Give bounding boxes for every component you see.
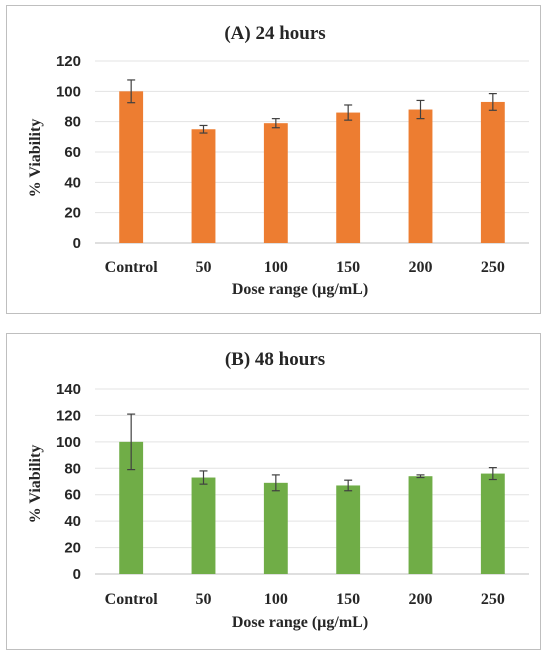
error-bar bbox=[127, 413, 136, 471]
bar bbox=[263, 123, 288, 243]
error-bar bbox=[199, 470, 208, 485]
error-bar bbox=[271, 474, 280, 492]
bar bbox=[191, 477, 216, 574]
x-tick-label: 100 bbox=[264, 591, 288, 608]
bar bbox=[191, 129, 216, 243]
x-tick-label: 50 bbox=[196, 591, 212, 608]
y-tick-label: 40 bbox=[64, 174, 81, 191]
chart-24h-svg: (A) 24 hours 0 20 40 60 80 100 120 Control 50 10… bbox=[27, 23, 529, 298]
chart-title: (A) 24 hours bbox=[224, 23, 325, 44]
y-tick-label: 60 bbox=[64, 144, 81, 161]
x-tick-labels: Control 50 100 150 200 250 bbox=[105, 591, 505, 608]
error-bar bbox=[416, 99, 425, 120]
error-bar bbox=[271, 118, 280, 129]
x-tick-label: 50 bbox=[196, 259, 212, 276]
x-tick-label: 250 bbox=[481, 591, 505, 608]
x-tick-label: 250 bbox=[481, 259, 505, 276]
bar bbox=[480, 473, 505, 574]
y-tick-label: 40 bbox=[64, 513, 81, 530]
x-axis-title: Dose range (µg/mL) bbox=[232, 614, 368, 631]
bars bbox=[119, 79, 505, 244]
y-tick-label: 20 bbox=[64, 205, 81, 222]
x-tick-label: 150 bbox=[336, 259, 360, 276]
error-bar bbox=[344, 104, 353, 121]
error-bar bbox=[199, 124, 208, 134]
y-tick-label: 0 bbox=[73, 235, 81, 252]
y-tick-label: 120 bbox=[56, 53, 81, 70]
x-tick-label: 200 bbox=[409, 591, 433, 608]
x-tick-label: 150 bbox=[336, 591, 360, 608]
y-tick-label: 80 bbox=[64, 114, 81, 131]
x-tick-label: 200 bbox=[409, 259, 433, 276]
gridlines bbox=[95, 388, 529, 575]
y-tick-label: 0 bbox=[73, 566, 81, 583]
bar bbox=[263, 482, 288, 574]
y-tick-labels: 0 20 40 60 80 100 120 140 bbox=[56, 381, 81, 583]
bars bbox=[119, 413, 505, 574]
chart-48h-svg: (B) 48 hours 0 20 40 60 80 100 120 140 Control 5… bbox=[27, 349, 529, 631]
y-tick-labels: 0 20 40 60 80 100 120 bbox=[56, 53, 81, 252]
error-bar bbox=[344, 479, 353, 492]
x-tick-label: Control bbox=[105, 591, 159, 608]
chart-panel-48h: (B) 48 hours 0 20 40 60 80 100 120 140 Control 5… bbox=[6, 333, 541, 650]
y-tick-label: 80 bbox=[64, 460, 81, 477]
y-tick-label: 20 bbox=[64, 540, 81, 557]
bar bbox=[119, 91, 144, 243]
y-tick-label: 120 bbox=[56, 407, 81, 424]
y-tick-label: 60 bbox=[64, 487, 81, 504]
x-axis-title: Dose range (µg/mL) bbox=[232, 281, 368, 298]
x-tick-labels: Control 50 100 150 200 250 bbox=[105, 259, 505, 276]
chart-panel-24h: (A) 24 hours 0 20 40 60 80 100 120 Control 50 10… bbox=[6, 5, 541, 314]
y-tick-label: 140 bbox=[56, 381, 81, 398]
error-bar bbox=[416, 474, 425, 479]
y-axis-title: % Viability bbox=[27, 119, 44, 198]
bar bbox=[336, 112, 361, 243]
bar bbox=[480, 101, 505, 243]
gridlines bbox=[95, 60, 529, 244]
x-tick-label: 100 bbox=[264, 259, 288, 276]
error-bar bbox=[127, 79, 136, 104]
y-tick-label: 100 bbox=[56, 83, 81, 100]
chart-title: (B) 48 hours bbox=[225, 349, 325, 370]
bar bbox=[336, 485, 361, 574]
y-tick-label: 100 bbox=[56, 434, 81, 451]
error-bar bbox=[488, 467, 497, 481]
y-axis-title: % Viability bbox=[27, 445, 44, 524]
error-bar bbox=[488, 93, 497, 111]
x-tick-label: Control bbox=[105, 259, 159, 276]
bar bbox=[408, 476, 433, 574]
bar bbox=[408, 109, 433, 244]
bar bbox=[119, 441, 144, 574]
